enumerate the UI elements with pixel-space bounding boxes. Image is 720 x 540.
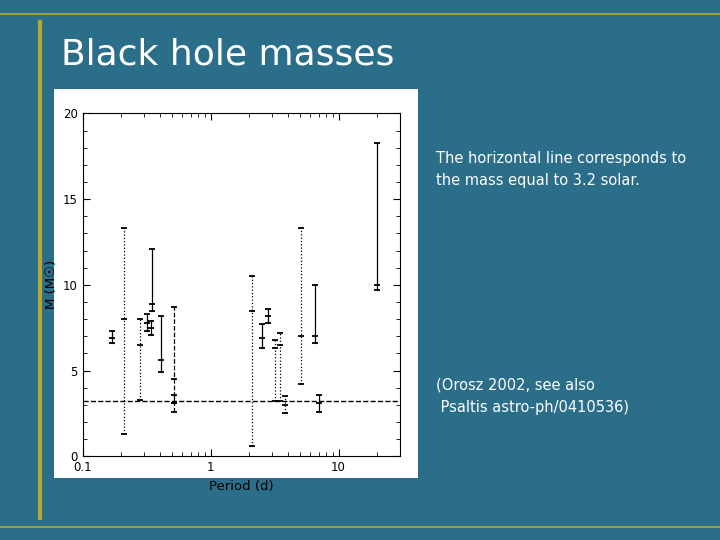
Text: (Orosz 2002, see also
 Psaltis astro-ph/0410536): (Orosz 2002, see also Psaltis astro-ph/0… bbox=[436, 378, 629, 415]
Y-axis label: M (M☉): M (M☉) bbox=[45, 260, 58, 309]
X-axis label: Period (d): Period (d) bbox=[209, 480, 274, 492]
Text: Black hole masses: Black hole masses bbox=[61, 38, 395, 72]
Text: The horizontal line corresponds to
the mass equal to 3.2 solar.: The horizontal line corresponds to the m… bbox=[436, 151, 685, 188]
